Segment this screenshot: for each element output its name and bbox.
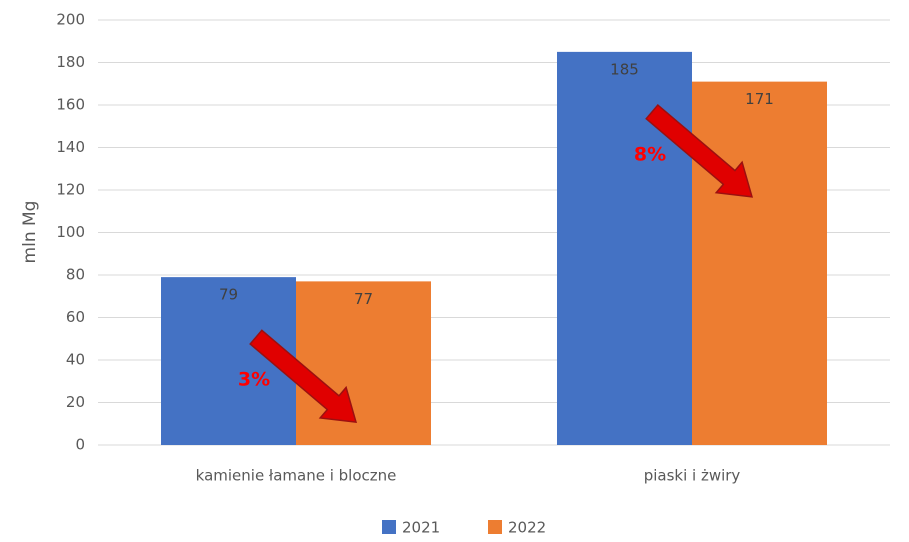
data-label: 77 — [354, 290, 373, 308]
y-axis-label: mln Mg — [20, 201, 40, 264]
x-tick-label: kamienie łamane i bloczne — [196, 467, 397, 485]
bar — [296, 281, 431, 445]
y-tick-label: 120 — [56, 181, 85, 199]
bar — [692, 81, 827, 445]
annotation: 8% — [634, 143, 666, 165]
y-tick-label: 40 — [66, 351, 85, 369]
y-tick-label: 180 — [56, 53, 85, 71]
data-label: 79 — [219, 286, 238, 304]
legend-label: 2022 — [508, 519, 546, 537]
y-tick-label: 140 — [56, 138, 85, 156]
y-tick-label: 160 — [56, 96, 85, 114]
data-label: 171 — [745, 90, 774, 108]
y-tick-label: 0 — [75, 436, 85, 454]
bar — [557, 51, 692, 445]
arrow — [249, 329, 358, 424]
y-tick-label: 80 — [66, 266, 85, 284]
arrow — [645, 103, 754, 198]
legend-label: 2021 — [402, 519, 440, 537]
y-tick-label: 100 — [56, 223, 85, 241]
legend-swatch — [382, 520, 396, 534]
annotation: 3% — [238, 369, 270, 391]
x-tick-label: piaski i żwiry — [644, 467, 741, 485]
data-label: 185 — [610, 60, 639, 78]
y-tick-label: 20 — [66, 393, 85, 411]
y-tick-label: 200 — [56, 11, 85, 29]
legend-swatch — [488, 520, 502, 534]
y-tick-label: 60 — [66, 308, 85, 326]
